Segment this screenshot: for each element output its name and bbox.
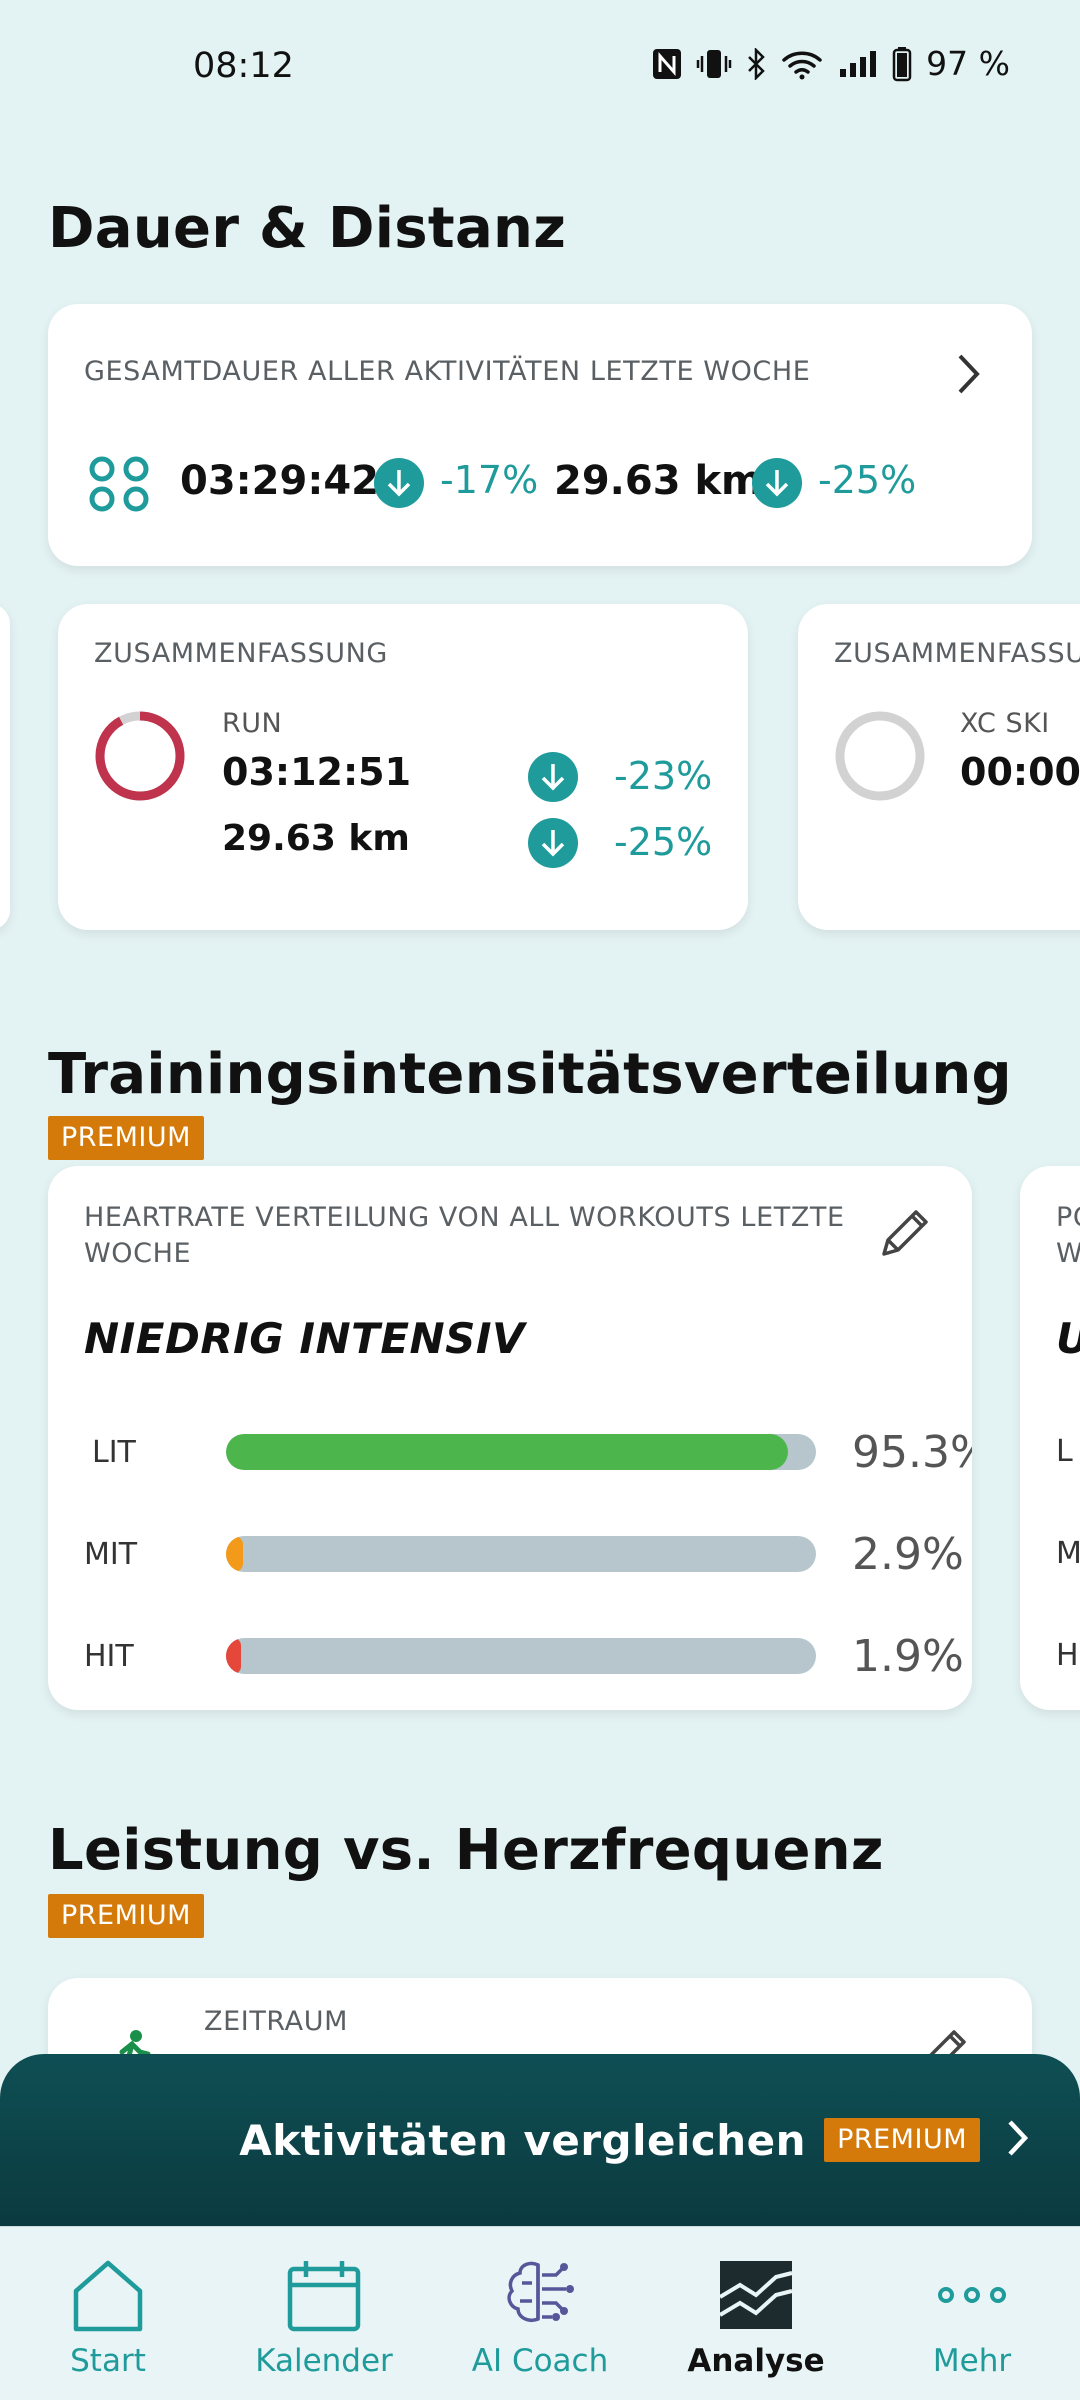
peek-caption-line-1: PO — [1056, 1202, 1080, 1233]
nav-kalender[interactable]: Kalender — [216, 2227, 432, 2400]
power-section-title: Leistung vs. Herzfrequenz — [48, 1818, 884, 1883]
chart-icon — [716, 2257, 796, 2333]
total-distance-value: 29.63 km — [554, 458, 763, 504]
premium-badge: PREMIUM — [48, 1894, 204, 1938]
premium-badge: PREMIUM — [824, 2118, 980, 2162]
bar-track — [226, 1536, 816, 1572]
power-distribution-card-peek[interactable]: PO W U L M H — [1020, 1166, 1080, 1710]
chevron-right-icon[interactable] — [956, 352, 982, 400]
signal-icon — [838, 49, 878, 79]
bar-label: HIT — [84, 1638, 134, 1674]
total-distance-change: -25% — [818, 458, 917, 502]
bar-fill — [226, 1638, 242, 1674]
bar-fill — [226, 1536, 244, 1572]
peek-headline: U — [1056, 1314, 1080, 1363]
summary-card-run[interactable]: ZUSAMMENFASSUNG RUN 03:12:51 29.63 km -2… — [58, 604, 748, 930]
bar-value: 1.9% — [852, 1630, 964, 1682]
nav-label: Analyse — [687, 2343, 825, 2379]
summary-distance: 29.63 km — [222, 818, 410, 859]
bar-label: MIT — [84, 1536, 138, 1572]
peek-row-label: H — [1056, 1638, 1079, 1673]
vibrate-icon — [696, 48, 732, 80]
summary-caption: ZUSAMMENFASSUNG — [834, 638, 1080, 669]
summary-sport-label: XC SKI — [960, 708, 1050, 739]
status-bar: 08:12 97 % — [0, 0, 1080, 136]
summary-card-previous[interactable] — [0, 604, 10, 930]
nfc-icon — [652, 48, 682, 80]
compare-activities-label: Aktivitäten vergleichen — [239, 2115, 807, 2165]
arrow-down-icon — [528, 752, 578, 802]
nav-label: AI Coach — [471, 2343, 609, 2379]
wifi-icon — [780, 48, 824, 80]
bar-value: 2.9% — [852, 1528, 964, 1580]
calendar-icon — [284, 2257, 364, 2333]
nav-analyse[interactable]: Analyse — [648, 2227, 864, 2400]
bottom-navigation: Start Kalender AI Coach Analyse Mehr — [0, 2226, 1080, 2400]
chevron-right-icon — [1006, 2118, 1030, 2162]
arrow-down-icon — [374, 458, 424, 508]
bar-track — [226, 1434, 816, 1470]
edit-pencil-icon[interactable] — [874, 1204, 934, 1268]
compare-activities-button[interactable]: Aktivitäten vergleichen PREMIUM — [0, 2054, 1080, 2226]
summary-distance-change: -25% — [614, 820, 713, 864]
summary-sport-label: RUN — [222, 708, 283, 739]
home-icon — [68, 2257, 148, 2333]
duration-section-title: Dauer & Distanz — [48, 196, 567, 261]
battery-percent: 97 % — [926, 44, 1010, 83]
nav-label: Start — [70, 2343, 146, 2379]
run-progress-ring — [92, 708, 188, 808]
summary-card-xc-ski[interactable]: ZUSAMMENFASSUNG XC SKI 00:00:00 — [798, 604, 1080, 930]
summary-duration: 00:00:00 — [960, 750, 1080, 794]
heartrate-distribution-card[interactable]: HEARTRATE VERTEILUNG VON ALL WORKOUTS LE… — [48, 1166, 972, 1710]
period-caption: ZEITRAUM — [204, 2006, 349, 2037]
bar-label: LIT — [92, 1434, 136, 1470]
bar-fill — [226, 1434, 789, 1470]
bluetooth-icon — [746, 47, 766, 80]
nav-ai-coach[interactable]: AI Coach — [432, 2227, 648, 2400]
xc-ski-progress-ring — [832, 708, 928, 808]
bar-track — [226, 1638, 816, 1674]
total-duration-value: 03:29:42 — [180, 458, 379, 504]
arrow-down-icon — [528, 818, 578, 868]
summary-duration: 03:12:51 — [222, 750, 412, 794]
peek-row-label: L — [1056, 1434, 1073, 1469]
intensity-row-lit: LIT 95.3% — [84, 1422, 972, 1482]
total-duration-change: -17% — [440, 458, 539, 502]
summary-caption: ZUSAMMENFASSUNG — [94, 638, 388, 669]
nav-label: Kalender — [255, 2343, 393, 2379]
nav-mehr[interactable]: Mehr — [864, 2227, 1080, 2400]
total-duration-card[interactable]: GESAMTDAUER ALLER AKTIVITÄTEN LETZTE WOC… — [48, 304, 1032, 566]
brain-icon — [500, 2257, 580, 2333]
status-time: 08:12 — [193, 46, 294, 86]
more-icon — [932, 2257, 1012, 2333]
arrow-down-icon — [752, 458, 802, 508]
peek-row-label: M — [1056, 1536, 1080, 1571]
heartrate-distribution-caption: HEARTRATE VERTEILUNG VON ALL WORKOUTS LE… — [84, 1202, 845, 1269]
nav-start[interactable]: Start — [0, 2227, 216, 2400]
intensity-headline: NIEDRIG INTENSIV — [84, 1314, 526, 1363]
peek-caption-line-2: W — [1056, 1238, 1080, 1269]
battery-icon — [892, 46, 912, 82]
total-duration-caption: GESAMTDAUER ALLER AKTIVITÄTEN LETZTE WOC… — [84, 356, 811, 387]
bar-value: 95.3% — [852, 1426, 972, 1478]
intensity-section-title: Trainingsintensitätsverteilung — [48, 1042, 1012, 1107]
intensity-row-hit: HIT 1.9% — [84, 1626, 964, 1686]
summary-duration-change: -23% — [614, 754, 713, 798]
premium-badge: PREMIUM — [48, 1116, 204, 1160]
status-icons: 97 % — [652, 44, 1010, 83]
intensity-row-mit: MIT 2.9% — [84, 1524, 964, 1584]
activities-icon — [86, 454, 152, 518]
nav-label: Mehr — [932, 2343, 1012, 2379]
